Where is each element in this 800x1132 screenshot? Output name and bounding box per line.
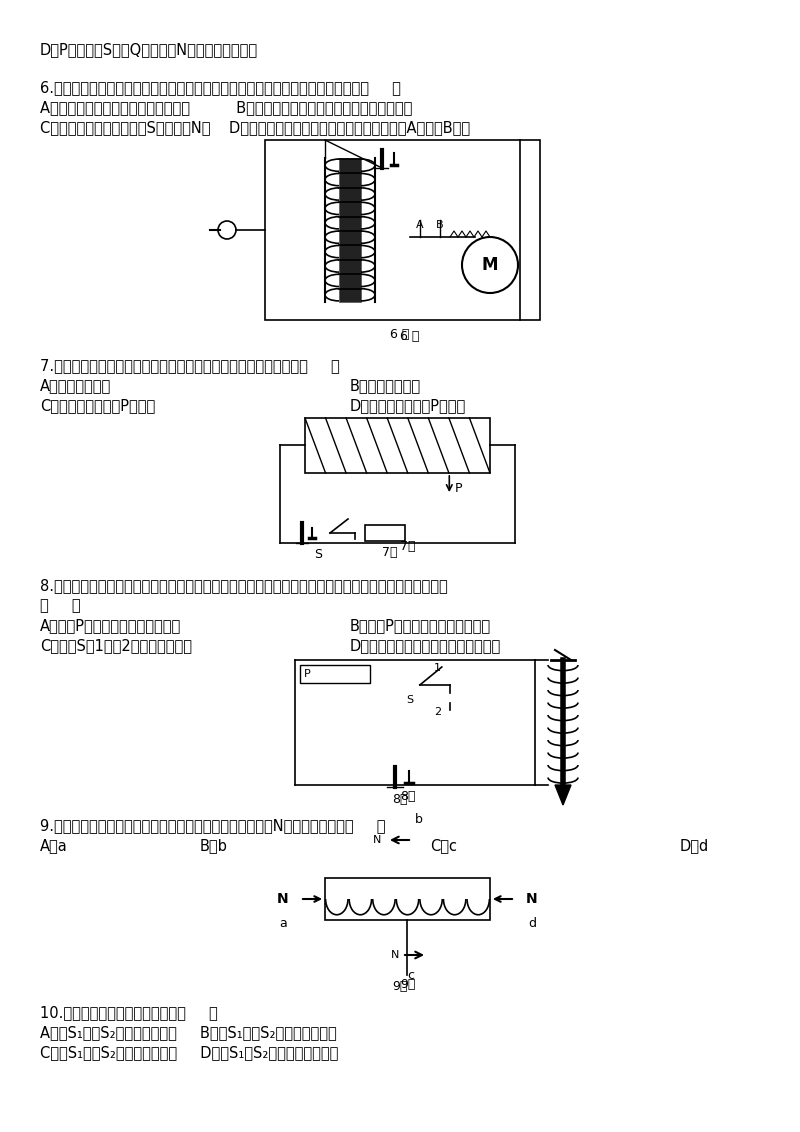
Text: 6 题: 6 题 xyxy=(390,328,410,341)
Bar xyxy=(365,525,405,541)
Text: C．c: C．c xyxy=(430,838,457,854)
Text: 8题: 8题 xyxy=(400,790,415,803)
Bar xyxy=(339,158,361,302)
Text: A．滑片P向右移动，其他条件不变: A．滑片P向右移动，其他条件不变 xyxy=(40,618,182,633)
Text: B．b: B．b xyxy=(200,838,228,854)
Text: C．开关S由1拔到2，其他条件不变: C．开关S由1拔到2，其他条件不变 xyxy=(40,638,192,653)
Text: 9题: 9题 xyxy=(392,980,408,993)
Circle shape xyxy=(462,237,518,293)
Text: M: M xyxy=(482,256,498,274)
Text: D．d: D．d xyxy=(680,838,710,854)
Text: 8.如图所示是小李探究电磁铁磁性强弱与什么因素有关的实验装置。下列措施中能使电磁铁磁性增强的是: 8.如图所示是小李探究电磁铁磁性强弱与什么因素有关的实验装置。下列措施中能使电磁… xyxy=(40,578,448,593)
Text: S: S xyxy=(314,548,322,561)
Text: D．电源的正负极对调，其他条件不变: D．电源的正负极对调，其他条件不变 xyxy=(350,638,502,653)
Text: B．滑片P向左移动，其他条件不变: B．滑片P向左移动，其他条件不变 xyxy=(350,618,491,633)
Text: N: N xyxy=(391,950,399,960)
Text: 7.如图所示，开关闭合后，以下操作可使通电螺线管磁性增强的是（     ）: 7.如图所示，开关闭合后，以下操作可使通电螺线管磁性增强的是（ ） xyxy=(40,358,340,374)
Text: A: A xyxy=(416,220,424,230)
Text: 2: 2 xyxy=(434,708,442,717)
Text: 1: 1 xyxy=(434,663,442,674)
Text: b: b xyxy=(415,813,423,826)
Text: C．电磁铁通电时，上端是S极下端是N极    D．电磁铁通电时，吸引上方的衔铁，使触点A向右与B接触: C．电磁铁通电时，上端是S极下端是N极 D．电磁铁通电时，吸引上方的衔铁，使触点… xyxy=(40,120,470,135)
Text: c: c xyxy=(407,969,414,981)
Bar xyxy=(300,664,370,683)
Text: 8题: 8题 xyxy=(392,794,408,806)
Text: P: P xyxy=(454,481,462,495)
Text: A．旋转钥匙能使电磁铁所在电路工作          B．电磁铁的工作电压比电动机的工作电压低: A．旋转钥匙能使电磁铁所在电路工作 B．电磁铁的工作电压比电动机的工作电压低 xyxy=(40,100,412,115)
Text: A．a: A．a xyxy=(40,838,68,854)
Text: 7题: 7题 xyxy=(382,546,398,559)
Circle shape xyxy=(218,221,236,239)
Bar xyxy=(325,878,490,920)
Text: 9题: 9题 xyxy=(400,978,415,990)
Text: A．当S₁断开S₂闭合时，红灯亮     B．当S₁断开S₂闭合时，绿灯亮: A．当S₁断开S₂闭合时，红灯亮 B．当S₁断开S₂闭合时，绿灯亮 xyxy=(40,1024,337,1040)
Text: N: N xyxy=(277,892,289,906)
Text: N: N xyxy=(373,835,381,844)
Text: P: P xyxy=(304,669,310,679)
Text: a: a xyxy=(279,917,287,931)
Text: d: d xyxy=(528,917,536,931)
Text: N: N xyxy=(526,892,538,906)
Text: 6.如图是汽车启动装置原理图对于过一装置及其工作特点，下列说法中不正确的是（     ）: 6.如图是汽车启动装置原理图对于过一装置及其工作特点，下列说法中不正确的是（ ） xyxy=(40,80,401,95)
Bar xyxy=(265,140,540,320)
Text: 7题: 7题 xyxy=(400,540,415,554)
Text: 9.如图所示，通电螺线管周围的四个小磁针静止时，小磁针N极指向正确的是（     ）: 9.如图所示，通电螺线管周围的四个小磁针静止时，小磁针N极指向正确的是（ ） xyxy=(40,818,386,833)
Text: S: S xyxy=(406,695,414,705)
Polygon shape xyxy=(555,784,571,805)
Text: A．减少电池个数: A．减少电池个数 xyxy=(40,378,111,393)
Text: B．增加通电时间: B．增加通电时间 xyxy=(350,378,421,393)
Bar xyxy=(305,418,490,473)
Text: 6 题: 6 题 xyxy=(400,331,419,343)
Text: D．P的右端是S极，Q的左端是N极，它们相互吸引: D．P的右端是S极，Q的左端是N极，它们相互吸引 xyxy=(40,42,258,57)
Text: B: B xyxy=(436,220,444,230)
Text: C．滑动变阻器滑片P向右移: C．滑动变阻器滑片P向右移 xyxy=(40,398,155,413)
Text: 10.如图所示，下列说法正确的是（     ）: 10.如图所示，下列说法正确的是（ ） xyxy=(40,1005,218,1020)
Text: （     ）: （ ） xyxy=(40,598,81,614)
Text: C．当S₁闭合S₂断开时，绿灯亮     D．当S₁、S₂均闭合时，绿灯亮: C．当S₁闭合S₂断开时，绿灯亮 D．当S₁、S₂均闭合时，绿灯亮 xyxy=(40,1045,338,1060)
Text: D．滑动变阻器滑片P向左移: D．滑动变阻器滑片P向左移 xyxy=(350,398,466,413)
